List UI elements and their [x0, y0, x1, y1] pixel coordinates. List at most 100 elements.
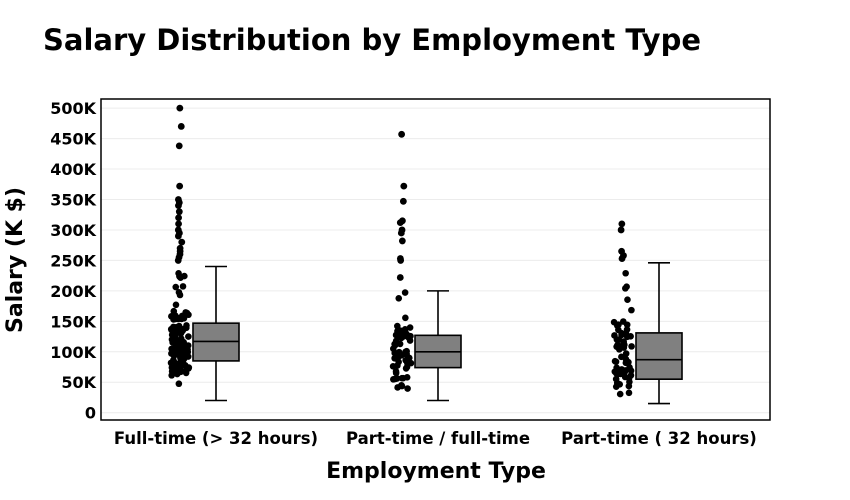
outlier-point — [398, 226, 406, 234]
data-point — [624, 296, 631, 304]
y-axis-title: Salary (K $) — [3, 187, 28, 333]
data-point — [185, 333, 192, 340]
data-point — [394, 362, 401, 369]
y-tick-label: 450K — [50, 130, 96, 149]
outlier-point — [175, 220, 182, 228]
x-tick-label: Full-time (> 32 hours) — [114, 429, 318, 448]
data-point — [622, 285, 629, 292]
data-point — [178, 356, 185, 364]
data-point — [168, 331, 176, 339]
outlier-point — [175, 208, 183, 216]
outlier-point — [400, 182, 408, 190]
x-axis-ticks: Full-time (> 32 hours) Part-time / full-t… — [114, 429, 757, 448]
data-point — [175, 380, 183, 388]
data-point — [627, 367, 635, 375]
data-point — [394, 327, 401, 335]
outlier-point — [396, 255, 404, 262]
data-point — [167, 325, 175, 333]
x-tick-label: Part-time / full-time — [346, 429, 530, 448]
data-point — [403, 330, 410, 338]
data-point — [616, 381, 624, 388]
outlier-point — [175, 196, 182, 203]
data-point — [618, 353, 625, 361]
data-point — [170, 356, 177, 364]
data-point — [173, 346, 180, 354]
data-point — [170, 307, 178, 315]
data-point — [620, 340, 628, 347]
data-point — [403, 347, 410, 355]
data-point — [612, 358, 620, 366]
data-point — [168, 368, 176, 375]
data-point — [623, 321, 631, 329]
data-point — [184, 346, 191, 353]
data-point — [173, 323, 180, 331]
data-point — [176, 273, 183, 280]
data-point — [401, 289, 409, 296]
data-point — [616, 390, 624, 398]
outlier-point — [176, 104, 184, 112]
data-point — [627, 333, 634, 340]
data-point — [404, 385, 411, 392]
data-point — [175, 289, 183, 296]
y-tick-label: 50K — [61, 373, 96, 392]
outlier-point — [174, 226, 182, 234]
y-tick-label: 200K — [50, 282, 96, 301]
chart-title: Salary Distribution by Employment Type — [43, 23, 701, 57]
data-point — [179, 283, 187, 290]
data-point — [403, 374, 411, 381]
data-point — [172, 301, 180, 309]
data-point — [183, 324, 190, 332]
data-point — [402, 365, 410, 372]
y-axis-ticks: 0 50K 100K 150K 200K 250K 300K 350K 400K 450K 500K — [50, 99, 96, 423]
y-tick-label: 100K — [50, 343, 96, 362]
data-point — [392, 337, 400, 345]
x-axis-title: Employment Type — [326, 459, 546, 484]
data-point — [392, 355, 399, 362]
data-point — [406, 324, 414, 331]
data-point — [392, 368, 400, 375]
data-points — [167, 104, 635, 398]
box-iqr — [635, 332, 683, 380]
data-point — [395, 294, 403, 302]
outlier-point — [175, 214, 182, 222]
data-point — [402, 314, 409, 322]
outlier-point — [399, 217, 406, 225]
y-tick-label: 400K — [50, 160, 96, 179]
y-tick-label: 300K — [50, 221, 96, 240]
data-point — [622, 269, 629, 277]
x-tick-label: Part-time ( 32 hours) — [561, 429, 757, 448]
data-point — [622, 350, 630, 357]
outlier-point — [175, 142, 183, 150]
outlier-point — [177, 123, 185, 130]
outlier-point — [617, 226, 625, 234]
outlier-point — [618, 220, 626, 228]
outlier-point — [618, 247, 625, 255]
data-point — [611, 368, 619, 375]
y-tick-label: 0 — [85, 404, 96, 423]
data-point — [183, 310, 191, 317]
plot-area-frame — [100, 98, 771, 421]
y-tick-label: 150K — [50, 312, 96, 331]
data-point — [174, 329, 182, 336]
data-point — [173, 362, 181, 369]
data-point — [402, 356, 409, 364]
outlier-point — [176, 182, 184, 190]
outlier-point — [176, 244, 184, 252]
data-point — [170, 316, 177, 323]
data-point — [625, 389, 633, 397]
data-point — [625, 375, 633, 382]
data-point — [395, 348, 403, 356]
y-tick-label: 350K — [50, 191, 96, 210]
outlier-point — [178, 238, 186, 246]
data-point — [169, 339, 176, 346]
data-point — [394, 322, 401, 330]
outlier-point — [399, 197, 407, 205]
data-point — [628, 306, 635, 314]
data-point — [617, 370, 624, 378]
y-tick-label: 500K — [50, 99, 96, 118]
y-tick-label: 250K — [50, 251, 96, 270]
boxes — [192, 262, 683, 405]
outlier-point — [398, 237, 406, 245]
outlier-point — [398, 130, 406, 138]
